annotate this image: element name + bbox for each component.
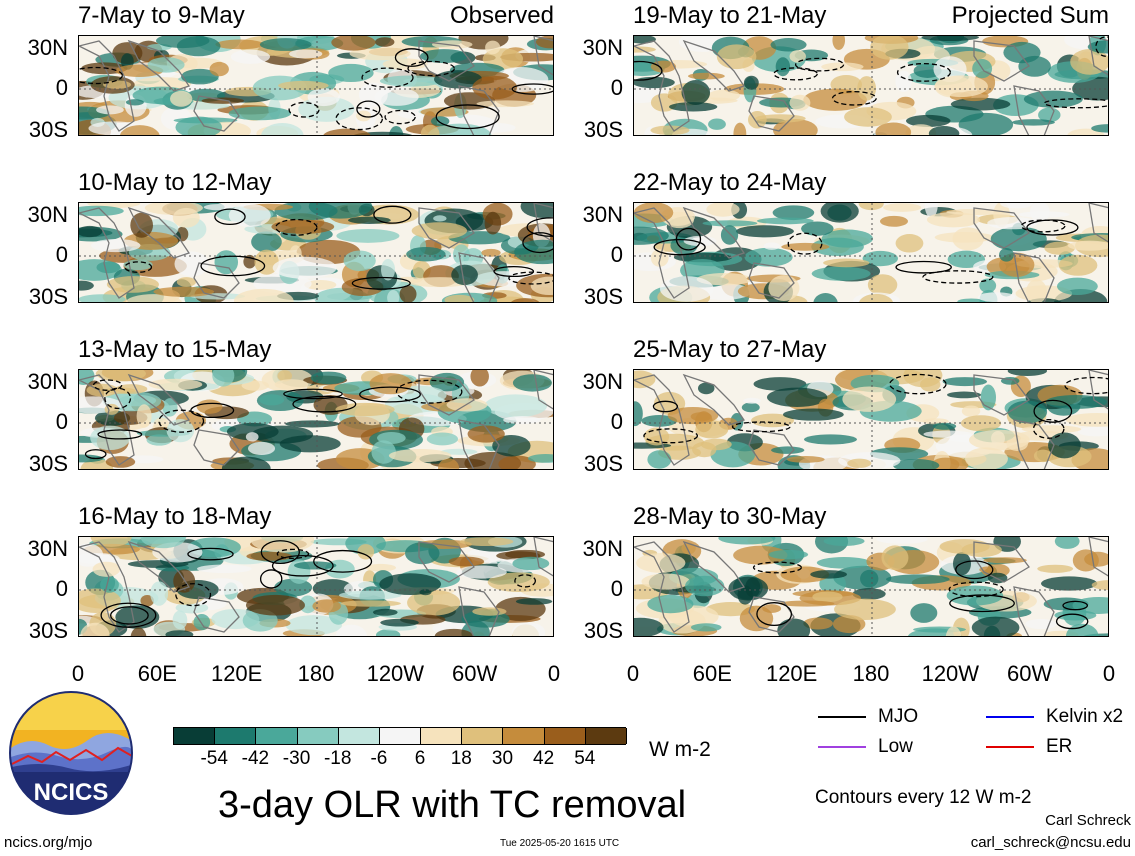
colorbar-tick: -18 xyxy=(323,748,352,769)
colorbar-swatch xyxy=(338,728,380,744)
lon-label: 120E xyxy=(765,661,818,686)
lat-label: 30N xyxy=(582,35,623,60)
legend-label: MJO xyxy=(878,706,919,727)
lat-label: 0 xyxy=(610,409,623,434)
panel-tag: Observed xyxy=(449,2,554,29)
olr-map xyxy=(78,536,554,637)
lat-label: 30S xyxy=(583,117,623,142)
lon-label: 60E xyxy=(692,661,732,686)
colorbar-tick: 42 xyxy=(533,748,555,769)
lat-label: 30S xyxy=(583,451,623,476)
ncics-logo: NCICS xyxy=(8,690,134,816)
author: Carl Schreck xyxy=(1045,812,1131,829)
legend-label: Kelvin x2 xyxy=(1046,706,1124,727)
colorbar-units: W m-2 xyxy=(649,738,711,761)
contour-note: Contours every 12 W m-2 xyxy=(815,787,1032,808)
lon-label: 0 xyxy=(626,661,640,686)
olr-map xyxy=(78,202,554,303)
colorbar xyxy=(173,727,627,745)
colorbar-tick: 30 xyxy=(491,748,514,769)
panel-title: 10-May to 12-May xyxy=(78,169,272,196)
panel-title: 22-May to 24-May xyxy=(633,169,827,196)
colorbar-swatch xyxy=(215,728,257,744)
lat-label: 30N xyxy=(582,536,623,561)
colorbar-tick: -30 xyxy=(282,748,311,769)
legend-line xyxy=(986,746,1034,748)
lon-label: 120W xyxy=(921,661,980,686)
legend-line xyxy=(818,716,866,718)
olr-map xyxy=(78,369,554,470)
lat-label: 30S xyxy=(28,451,68,476)
lat-label: 30S xyxy=(28,117,68,142)
lat-label: 30N xyxy=(582,202,623,227)
legend-line xyxy=(986,716,1034,718)
colorbar-tick: -6 xyxy=(370,748,388,769)
svg-text:NCICS: NCICS xyxy=(34,779,109,806)
email[interactable]: carl_schreck@ncsu.edu xyxy=(970,834,1131,851)
panel-title: 13-May to 15-May xyxy=(78,336,272,363)
panel-title: 28-May to 30-May xyxy=(633,503,827,530)
lon-label: 60W xyxy=(452,661,498,686)
lat-label: 0 xyxy=(55,75,68,100)
panel-tag: Projected Sum xyxy=(951,2,1109,29)
lat-label: 0 xyxy=(610,576,623,601)
lat-label: 30N xyxy=(27,536,68,561)
lat-label: 30S xyxy=(28,618,68,643)
colorbar-swatch xyxy=(421,728,463,744)
panel-title: 19-May to 21-May xyxy=(633,2,827,29)
colorbar-swatch xyxy=(544,728,586,744)
colorbar-swatch xyxy=(174,728,216,744)
colorbar-swatch xyxy=(462,728,504,744)
timestamp: Tue 2025-05-20 1615 UTC xyxy=(500,838,620,849)
colorbar-tick: -42 xyxy=(241,748,270,769)
olr-map xyxy=(633,202,1109,303)
main-title: 3-day OLR with TC removal xyxy=(218,784,687,826)
lat-label: 30N xyxy=(27,369,68,394)
lat-label: 0 xyxy=(610,242,623,267)
lon-label: 0 xyxy=(547,661,561,686)
lat-label: 30N xyxy=(27,202,68,227)
lon-label: 180 xyxy=(297,661,335,686)
legend-line xyxy=(818,746,866,748)
lon-label: 60W xyxy=(1007,661,1053,686)
panel-title: 16-May to 18-May xyxy=(78,503,272,530)
lon-label: 0 xyxy=(71,661,85,686)
panel-title: 25-May to 27-May xyxy=(633,336,827,363)
lat-label: 0 xyxy=(55,242,68,267)
olr-map xyxy=(633,35,1109,136)
colorbar-tick: 18 xyxy=(450,748,472,769)
colorbar-swatch xyxy=(585,728,627,744)
lat-label: 0 xyxy=(55,576,68,601)
ncics-logo-icon: NCICS xyxy=(9,691,133,815)
site-link[interactable]: ncics.org/mjo xyxy=(4,834,93,851)
colorbar-swatch xyxy=(297,728,339,744)
colorbar-swatch xyxy=(379,728,422,744)
lon-label: 120E xyxy=(210,661,263,686)
lon-label: 180 xyxy=(852,661,890,686)
lon-label: 0 xyxy=(1102,661,1116,686)
lat-label: 30S xyxy=(583,284,623,309)
lat-label: 30N xyxy=(582,369,623,394)
legend-label: ER xyxy=(1046,736,1073,757)
olr-map xyxy=(633,369,1109,470)
lat-label: 0 xyxy=(55,409,68,434)
colorbar-tick: -54 xyxy=(200,748,228,769)
olr-map xyxy=(78,35,554,136)
lat-label: 30S xyxy=(583,618,623,643)
lon-label: 120W xyxy=(366,661,425,686)
olr-map xyxy=(633,536,1109,637)
lat-label: 0 xyxy=(610,75,623,100)
lat-label: 30S xyxy=(28,284,68,309)
legend-label: Low xyxy=(878,736,913,757)
colorbar-swatch xyxy=(256,728,298,744)
colorbar-swatch xyxy=(503,728,545,744)
panel-title: 7-May to 9-May xyxy=(78,2,245,29)
colorbar-tick: 6 xyxy=(414,748,426,769)
lon-label: 60E xyxy=(137,661,177,686)
colorbar-tick: 54 xyxy=(574,748,596,769)
lat-label: 30N xyxy=(27,35,68,60)
